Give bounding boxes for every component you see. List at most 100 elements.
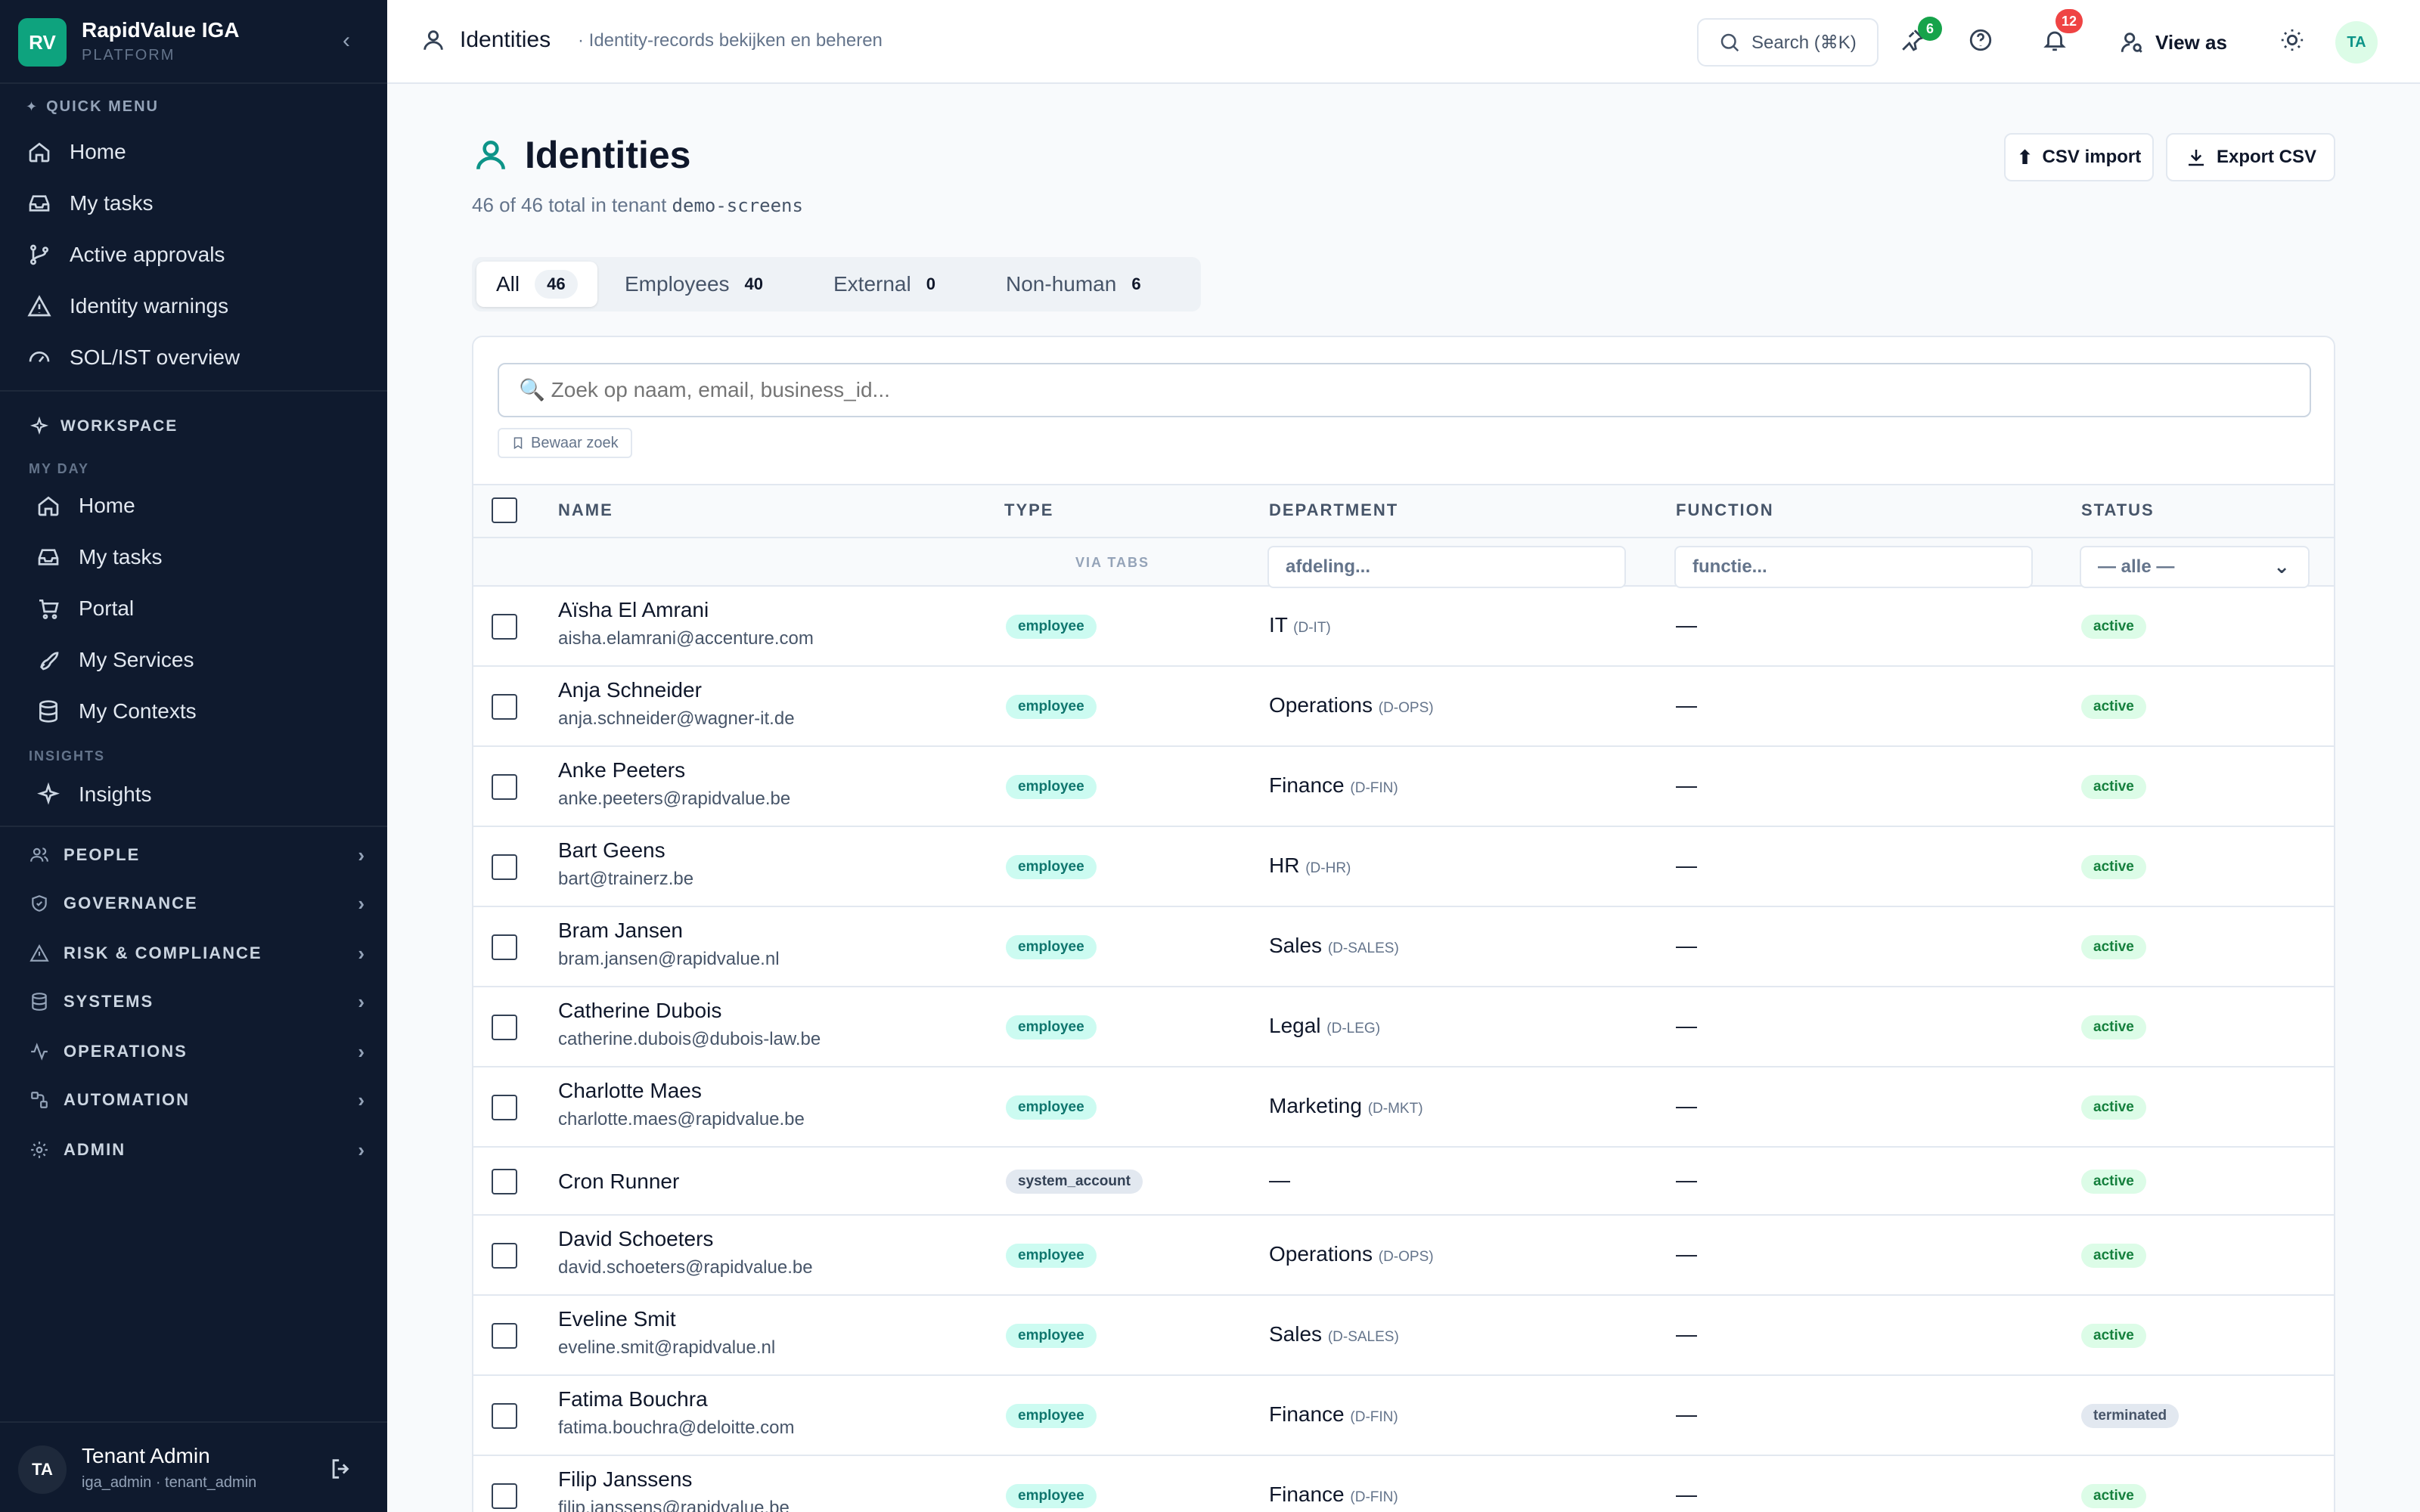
tab-count: 46: [535, 270, 578, 299]
avatar[interactable]: TA: [2335, 21, 2378, 64]
identity-name[interactable]: Catherine Dubois: [558, 999, 722, 1022]
nav-label: My Services: [79, 648, 194, 671]
row-checkbox[interactable]: [492, 854, 517, 880]
tenant-name: demo-screens: [672, 195, 803, 216]
group-admin[interactable]: ADMIN ›: [26, 1131, 366, 1169]
export-csv-button[interactable]: Export CSV: [2166, 133, 2335, 181]
save-search-button[interactable]: Bewaar zoek: [498, 428, 632, 458]
row-checkbox[interactable]: [492, 1095, 517, 1120]
group-systems[interactable]: SYSTEMS ›: [26, 983, 366, 1021]
group-risk-compliance[interactable]: RISK & COMPLIANCE ›: [26, 934, 366, 972]
row-checkbox[interactable]: [492, 1483, 517, 1509]
group-people[interactable]: PEOPLE ›: [26, 836, 366, 874]
identity-name[interactable]: Anke Peeters: [558, 758, 686, 782]
theme-toggle-icon[interactable]: [2279, 27, 2305, 53]
table-row[interactable]: Filip Janssens filip.janssens@rapidvalue.…: [473, 1456, 2334, 1512]
row-checkbox[interactable]: [492, 934, 517, 960]
column-header-status[interactable]: STATUS: [2081, 500, 2155, 519]
group-governance[interactable]: GOVERNANCE ›: [26, 885, 366, 922]
nav-home[interactable]: Home: [35, 484, 375, 528]
table-row[interactable]: Fatima Bouchra fatima.bouchra@deloitte.co…: [473, 1376, 2334, 1456]
identity-name[interactable]: Bart Geens: [558, 838, 666, 862]
nav-label: Home: [70, 140, 126, 163]
tab-non-human[interactable]: Non-human 6: [1006, 272, 1141, 296]
nav-insights[interactable]: Insights: [35, 773, 375, 816]
table-row[interactable]: Aïsha El Amrani aisha.elamrani@accenture.…: [473, 587, 2334, 667]
identity-name[interactable]: Bram Jansen: [558, 919, 683, 942]
group-automation[interactable]: AUTOMATION ›: [26, 1081, 366, 1119]
brand-logo: RV: [18, 18, 67, 67]
nav-my-services[interactable]: My Services: [35, 638, 375, 682]
function-cell: —: [1676, 1242, 1697, 1266]
help-icon[interactable]: [1968, 27, 1993, 53]
logout-icon[interactable]: [328, 1456, 358, 1486]
nav-my-contexts[interactable]: My Contexts: [35, 689, 375, 733]
column-header-type[interactable]: TYPE: [1004, 500, 1054, 519]
avatar[interactable]: TA: [18, 1445, 67, 1494]
table-row[interactable]: David Schoeters david.schoeters@rapidvalu…: [473, 1216, 2334, 1296]
row-checkbox[interactable]: [492, 1323, 517, 1349]
row-checkbox[interactable]: [492, 1015, 517, 1040]
column-header-name[interactable]: NAME: [558, 500, 613, 519]
group-operations[interactable]: OPERATIONS ›: [26, 1033, 366, 1070]
nav-portal[interactable]: Portal: [35, 587, 375, 631]
table-row[interactable]: Charlotte Maes charlotte.maes@rapidvalue.…: [473, 1067, 2334, 1148]
identity-name[interactable]: Cron Runner: [558, 1170, 680, 1193]
user-icon: [476, 141, 505, 170]
select-all-checkbox[interactable]: [492, 497, 517, 523]
inbox-icon: [26, 190, 53, 217]
nav-label: My Contexts: [79, 699, 197, 723]
row-checkbox[interactable]: [492, 694, 517, 720]
global-search-button[interactable]: Search (⌘K): [1697, 18, 1879, 67]
table-row[interactable]: Cron Runner system_account — — active: [473, 1148, 2334, 1216]
nav-my-tasks[interactable]: My tasks: [35, 535, 375, 579]
department-filter-input[interactable]: afdeling...: [1267, 546, 1626, 588]
quick-nav-active-approvals[interactable]: Active approvals: [26, 233, 366, 277]
column-header-department[interactable]: DEPARTMENT: [1269, 500, 1399, 519]
department-cell: HR (D-HR): [1269, 854, 1351, 877]
user-name: Tenant Admin: [82, 1444, 210, 1467]
identity-name[interactable]: Filip Janssens: [558, 1467, 693, 1491]
tab-external[interactable]: External 0: [833, 272, 935, 296]
row-checkbox[interactable]: [492, 774, 517, 800]
identity-name[interactable]: Anja Schneider: [558, 678, 702, 702]
view-as-button[interactable]: View as: [2119, 21, 2227, 64]
table-row[interactable]: Eveline Smit eveline.smit@rapidvalue.nl em…: [473, 1296, 2334, 1376]
identity-name[interactable]: Charlotte Maes: [558, 1079, 702, 1102]
tab-employees[interactable]: Employees 40: [625, 272, 763, 296]
csv-import-button[interactable]: ⬆ CSV import: [2004, 133, 2154, 181]
row-checkbox[interactable]: [492, 1403, 517, 1429]
identity-name[interactable]: Aïsha El Amrani: [558, 598, 709, 621]
nav-label: Home: [79, 494, 135, 517]
quick-nav-my-tasks[interactable]: My tasks: [26, 181, 366, 225]
department-cell: Operations (D-OPS): [1269, 1242, 1434, 1266]
tab-all[interactable]: All 46: [476, 262, 597, 307]
function-filter-input[interactable]: functie...: [1674, 546, 2033, 588]
identity-name[interactable]: Fatima Bouchra: [558, 1387, 708, 1411]
identity-name[interactable]: Eveline Smit: [558, 1307, 676, 1331]
identity-name[interactable]: David Schoeters: [558, 1227, 714, 1250]
table-row[interactable]: Anke Peeters anke.peeters@rapidvalue.be em…: [473, 747, 2334, 827]
quick-nav-identity-warnings[interactable]: Identity warnings: [26, 284, 366, 328]
status-filter-select[interactable]: — alle — ⌄: [2080, 546, 2310, 588]
chevron-right-icon: ›: [358, 1138, 366, 1161]
row-checkbox[interactable]: [492, 1169, 517, 1194]
workspace-label: WORKSPACE: [26, 413, 178, 440]
quick-nav-sol-ist-overview[interactable]: SOL/IST overview: [26, 336, 366, 380]
identity-email: filip.janssens@rapidvalue.be: [558, 1498, 790, 1512]
user-icon: [420, 27, 446, 53]
notifications-button[interactable]: [2042, 27, 2068, 53]
table-row[interactable]: Catherine Dubois catherine.dubois@dubois-…: [473, 987, 2334, 1067]
row-checkbox[interactable]: [492, 614, 517, 640]
column-header-function[interactable]: FUNCTION: [1676, 500, 1774, 519]
table-row[interactable]: Bart Geens bart@trainerz.be employee HR (D-…: [473, 827, 2334, 907]
table-row[interactable]: Anja Schneider anja.schneider@wagner-it.d…: [473, 667, 2334, 747]
search-input[interactable]: [498, 363, 2311, 417]
identity-email: anke.peeters@rapidvalue.be: [558, 789, 791, 809]
table-row[interactable]: Bram Jansen bram.jansen@rapidvalue.nl empl…: [473, 907, 2334, 987]
row-checkbox[interactable]: [492, 1243, 517, 1269]
department-cell: Finance (D-FIN): [1269, 773, 1398, 797]
function-cell: —: [1676, 773, 1697, 797]
collapse-sidebar-icon[interactable]: ‹: [343, 28, 350, 53]
quick-nav-home[interactable]: Home: [26, 130, 366, 174]
